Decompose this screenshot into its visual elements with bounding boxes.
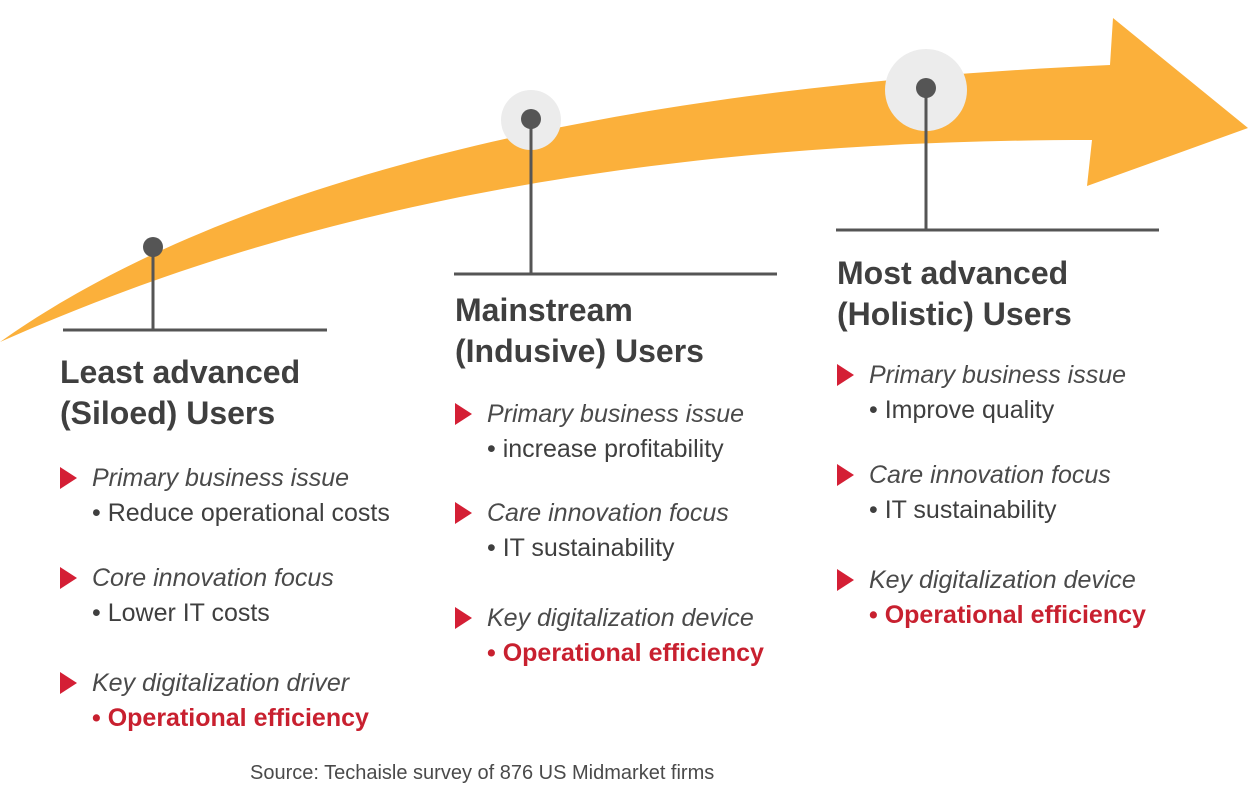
item-label: Care innovation focus xyxy=(487,499,729,527)
item-value: IT sustainability xyxy=(487,532,764,564)
node-most-advanced xyxy=(916,78,936,98)
item-value: Lower IT costs xyxy=(92,597,390,629)
item-value-highlight: Operational efficiency xyxy=(487,637,764,669)
triangle-marker-icon xyxy=(455,403,472,425)
item-value-highlight: Operational efficiency xyxy=(92,702,390,734)
item-primary-business-issue: Primary business issue Improve quality xyxy=(837,359,1146,426)
stage-title-line2: (Siloed) Users xyxy=(60,395,276,431)
item-value-highlight: Operational efficiency xyxy=(869,599,1146,631)
triangle-marker-icon xyxy=(455,502,472,524)
item-label: Care innovation focus xyxy=(869,461,1111,489)
triangle-marker-icon xyxy=(837,569,854,591)
item-digitalization: Key digitalization device Operational ef… xyxy=(837,564,1146,631)
stage-title: Mainstream (Indusive) Users xyxy=(455,290,764,372)
item-primary-business-issue: Primary business issue Reduce operationa… xyxy=(60,462,390,529)
item-label: Primary business issue xyxy=(92,464,350,492)
source-note: Source: Techaisle survey of 876 US Midma… xyxy=(250,762,715,784)
stage-title: Most advanced (Holistic) Users xyxy=(837,253,1146,335)
stage-least-advanced: Least advanced (Siloed) Users Primary bu… xyxy=(60,352,390,734)
item-value: Improve quality xyxy=(869,394,1146,426)
triangle-marker-icon xyxy=(455,607,472,629)
item-value: Reduce operational costs xyxy=(92,497,390,529)
item-innovation-focus: Care innovation focus IT sustainability xyxy=(837,459,1146,526)
item-value: increase profitability xyxy=(487,433,764,465)
stage-mainstream: Mainstream (Indusive) Users Primary busi… xyxy=(455,290,764,669)
triangle-marker-icon xyxy=(60,467,77,489)
stage-title-line1: Mainstream xyxy=(455,292,633,328)
item-digitalization: Key digitalization driver Operational ef… xyxy=(60,667,390,734)
triangle-marker-icon xyxy=(837,464,854,486)
node-least-advanced xyxy=(143,237,163,257)
node-mainstream xyxy=(521,109,541,129)
stage-title-line2: (Holistic) Users xyxy=(837,296,1072,332)
item-digitalization: Key digitalization device Operational ef… xyxy=(455,602,764,669)
triangle-marker-icon xyxy=(60,567,77,589)
item-innovation-focus: Core innovation focus Lower IT costs xyxy=(60,562,390,629)
item-label: Key digitalization device xyxy=(869,566,1136,594)
stage-title: Least advanced (Siloed) Users xyxy=(60,352,390,434)
triangle-marker-icon xyxy=(837,364,854,386)
stage-title-line1: Least advanced xyxy=(60,354,301,390)
stage-title-line2: (Indusive) Users xyxy=(455,333,704,369)
item-label: Key digitalization device xyxy=(487,604,754,632)
item-value: IT sustainability xyxy=(869,494,1146,526)
item-primary-business-issue: Primary business issue increase profitab… xyxy=(455,398,764,465)
item-label: Key digitalization driver xyxy=(92,669,350,697)
stage-most-advanced: Most advanced (Holistic) Users Primary b… xyxy=(837,253,1146,631)
stage-title-line1: Most advanced xyxy=(837,255,1069,291)
item-label: Core innovation focus xyxy=(92,564,334,592)
item-label: Primary business issue xyxy=(487,400,745,428)
triangle-marker-icon xyxy=(60,672,77,694)
item-innovation-focus: Care innovation focus IT sustainability xyxy=(455,497,764,564)
item-label: Primary business issue xyxy=(869,361,1127,389)
